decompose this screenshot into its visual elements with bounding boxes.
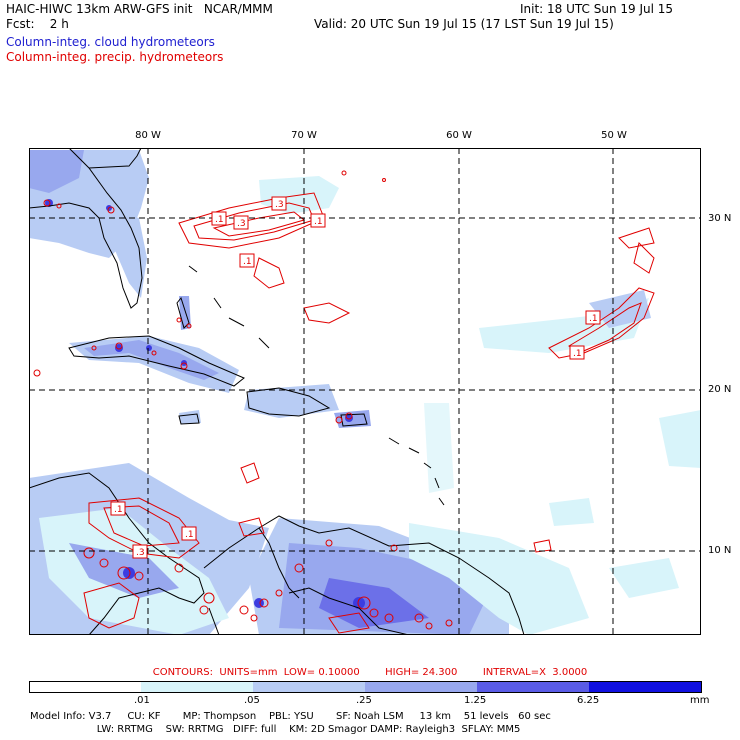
svg-text:.1: .1 — [114, 505, 123, 515]
svg-text:.3: .3 — [237, 219, 246, 229]
map-title: HAIC-HIWC 13km ARW-GFS init NCAR/MMM — [6, 2, 273, 16]
svg-text:.1: .1 — [185, 530, 194, 540]
contour-label-9: .1 — [181, 526, 197, 541]
contour-label-5: .1 — [239, 253, 255, 268]
contour-label-1: .1 — [211, 211, 227, 226]
legend-precip-hydrometeors: Column-integ. precip. hydrometeors — [6, 50, 224, 64]
contour-label-6: .1 — [585, 310, 601, 325]
svg-text:.3: .3 — [136, 548, 145, 558]
model-info-line-2: LW: RRTMG SW: RRTMG DIFF: full KM: 2D Sm… — [30, 724, 521, 735]
colorbar-label-1: .01 — [134, 695, 150, 706]
contour-label-3: .3 — [271, 196, 287, 211]
coastlines — [29, 148, 525, 635]
legend-cloud-hydrometeors: Column-integ. cloud hydrometeors — [6, 35, 215, 49]
svg-text:.1: .1 — [314, 217, 323, 227]
contour-label-2: .3 — [233, 215, 249, 230]
lon-label-60w: 60 W — [446, 130, 472, 141]
hydrometeor-map: .1 .3 .3 .1 .1 .1 .1 .1 .1 .3 — [29, 148, 701, 635]
valid-time: Valid: 20 UTC Sun 19 Jul 15 (17 LST Sun … — [314, 17, 614, 31]
svg-text:.3: .3 — [275, 200, 284, 210]
svg-text:.1: .1 — [589, 314, 598, 324]
cloud-shading — [29, 150, 701, 635]
lat-label-30n: 30 N — [708, 213, 732, 224]
lat-label-20n: 20 N — [708, 384, 732, 395]
lon-label-80w: 80 W — [135, 130, 161, 141]
svg-text:.1: .1 — [215, 215, 224, 225]
model-info-line-1: Model Info: V3.7 CU: KF MP: Thompson PBL… — [30, 711, 551, 722]
graticule — [29, 148, 701, 635]
svg-text:.1: .1 — [573, 349, 582, 359]
colorbar-unit: mm — [690, 695, 710, 706]
colorbar — [29, 681, 702, 693]
precip-contours — [33, 170, 655, 634]
forecast-hour: Fcst: 2 h — [6, 17, 69, 31]
svg-text:.1: .1 — [243, 257, 252, 267]
lat-label-10n: 10 N — [708, 545, 732, 556]
map-frame — [29, 148, 701, 635]
init-time: Init: 18 UTC Sun 19 Jul 15 — [520, 2, 674, 16]
colorbar-label-5: 6.25 — [577, 695, 600, 706]
lon-label-70w: 70 W — [291, 130, 317, 141]
lon-label-50w: 50 W — [601, 130, 627, 141]
contour-label-8: .1 — [110, 501, 126, 516]
colorbar-label-4: 1.25 — [464, 695, 487, 706]
contour-info: CONTOURS: UNITS=mm LOW= 0.10000 HIGH= 24… — [152, 667, 588, 678]
colorbar-label-2: .05 — [244, 695, 260, 706]
contour-label-10: .3 — [132, 544, 148, 559]
colorbar-label-3: .25 — [356, 695, 372, 706]
contour-label-7: .1 — [569, 345, 585, 360]
contour-label-4: .1 — [310, 213, 326, 228]
